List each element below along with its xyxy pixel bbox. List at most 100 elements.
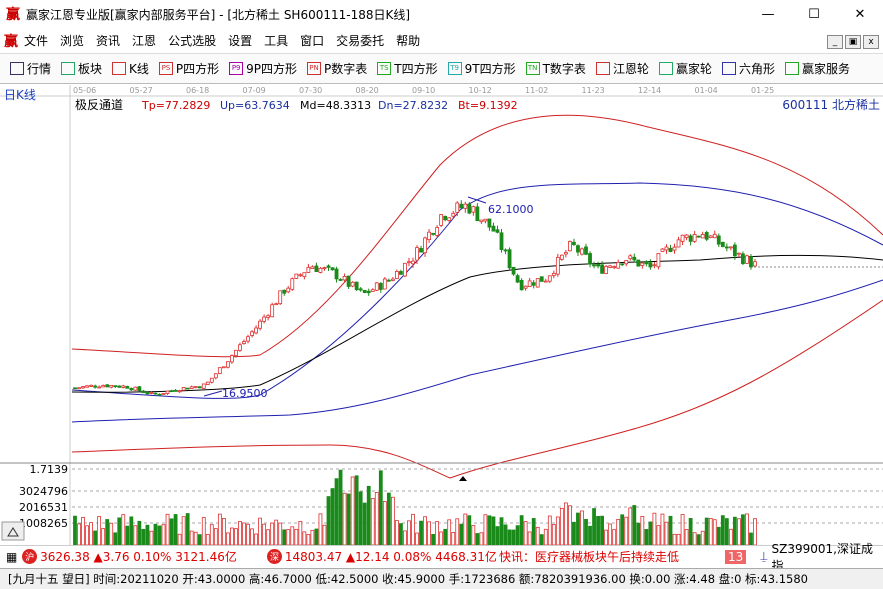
sz-index[interactable]: 14803.47 ▲12.14 0.08% 4468.31亿	[284, 550, 497, 564]
news-ticker[interactable]: 快讯：医疗器械板块午后持续走低	[499, 550, 680, 564]
candle-up	[322, 267, 327, 269]
candle-down	[145, 391, 150, 395]
menu-item-9[interactable]: 帮助	[396, 34, 421, 48]
menu-item-8[interactable]: 交易委托	[336, 34, 385, 48]
candle-down	[495, 229, 500, 233]
toolbar-button-1[interactable]: 板块	[61, 60, 102, 77]
candle-down	[596, 263, 600, 267]
menu-item-2[interactable]: 资讯	[96, 34, 121, 48]
volume-bar	[503, 524, 508, 545]
table-icon[interactable]: ▦	[6, 549, 18, 564]
toolbar-label: 江恩轮	[612, 62, 649, 76]
volume-bar	[527, 531, 532, 545]
menu-item-5[interactable]: 设置	[228, 34, 253, 48]
volume-bar	[656, 525, 661, 545]
toolbar-button-7[interactable]: T9 9T四方形	[447, 60, 516, 77]
candle-down	[475, 206, 480, 222]
volume-bar	[608, 523, 613, 545]
volume-bar	[189, 530, 194, 545]
toolbar-label: K线	[129, 62, 149, 76]
volume-bar	[531, 518, 536, 545]
candle-down	[419, 248, 423, 253]
menu-item-4[interactable]: 公式选股	[168, 34, 217, 48]
candle-up	[435, 227, 440, 236]
volume-bar	[177, 533, 182, 545]
toolbar-label: T数字表	[542, 62, 586, 76]
toolbar-button-9[interactable]: 江恩轮	[595, 60, 649, 77]
candle-up	[350, 281, 355, 287]
volume-bar	[628, 507, 633, 545]
mdi-restore-button[interactable]: ▣	[845, 35, 861, 49]
volume-bar	[459, 523, 464, 545]
candle-up	[604, 266, 609, 274]
toolbar-button-6[interactable]: TS T四方形	[377, 60, 438, 77]
mdi-minimize-button[interactable]: _	[827, 35, 843, 49]
volume-bar	[668, 515, 673, 545]
mdi-close-button[interactable]: x	[863, 35, 879, 49]
toolbar-button-5[interactable]: PN P数字表	[307, 60, 367, 77]
bt-value: Bt=9.1392	[458, 99, 518, 112]
candle-down	[696, 235, 701, 238]
candle-up	[85, 385, 89, 388]
volume-bar	[113, 532, 118, 545]
toolbar-button-0[interactable]: 行情	[10, 60, 51, 77]
volume-bar	[539, 534, 544, 545]
menu-item-6[interactable]: 工具	[264, 34, 289, 48]
menu-item-7[interactable]: 窗口	[300, 34, 325, 48]
candle-down	[354, 281, 359, 291]
toolbar-button-8[interactable]: TN T数字表	[525, 60, 586, 77]
volume-bar	[366, 485, 371, 545]
marker-triangle	[459, 476, 467, 481]
menu-item-3[interactable]: 江恩	[132, 34, 157, 48]
collapse-button[interactable]	[1, 521, 25, 541]
volume-bar	[258, 517, 262, 545]
volume-bar	[286, 529, 291, 545]
close-button[interactable]: ✕	[854, 6, 866, 22]
candle-up	[306, 267, 311, 273]
candle-down	[358, 288, 363, 291]
candle-down	[741, 253, 745, 265]
window-title: 赢家江恩专业版[赢家内部服务平台] - [北方稀土 SH600111-188日K…	[26, 7, 411, 22]
volume-bar	[507, 529, 512, 545]
toolbar-button-2[interactable]: K线	[112, 60, 149, 77]
date-tick: 11-23	[582, 86, 605, 95]
volume-bar	[415, 532, 419, 545]
tp-value: Tp=77.2829	[141, 99, 210, 112]
candle-up	[201, 383, 206, 389]
volume-bar	[334, 478, 339, 545]
candle-down	[539, 276, 544, 282]
volume-bar	[515, 525, 520, 545]
volume-bar	[487, 515, 492, 545]
volume-bar	[680, 513, 685, 545]
sh-index[interactable]: 3626.38 ▲3.76 0.10% 3121.46亿	[40, 550, 237, 564]
kline-chart[interactable]: 日K线 05-06 05-27 06-18 07-09 07-30 08-20 09-10 10…	[0, 85, 883, 545]
date-tick: 05-06	[73, 86, 96, 95]
candle-down	[185, 387, 190, 390]
candle-up	[753, 261, 757, 267]
menu-item-1[interactable]: 浏览	[60, 34, 85, 48]
candle-up	[411, 260, 415, 265]
maximize-button[interactable]: ☐	[808, 6, 820, 22]
candle-up	[535, 278, 540, 288]
volume-bar	[632, 505, 637, 545]
toolbar-button-3[interactable]: PS P四方形	[158, 60, 219, 77]
volume-bar	[403, 530, 407, 545]
candle-down	[157, 393, 162, 396]
candle-up	[230, 355, 234, 363]
toolbar-button-11[interactable]: 六角形	[721, 60, 775, 77]
toolbar-button-12[interactable]: 赢家服务	[784, 60, 850, 77]
candle-down	[443, 215, 448, 221]
candle-up	[89, 384, 93, 387]
candle-down	[129, 388, 134, 391]
volume-bar	[672, 533, 677, 545]
volume-bar	[274, 519, 279, 545]
toolbar-button-10[interactable]: 赢家轮	[658, 60, 712, 77]
volume-bar	[423, 516, 427, 545]
volume-bar	[692, 532, 697, 545]
candle-up	[121, 385, 126, 388]
toolbar-button-4[interactable]: P9 9P四方形	[229, 60, 297, 77]
minimize-button[interactable]: —	[761, 6, 775, 22]
candle-down	[716, 235, 721, 245]
news-count[interactable]: 13	[725, 549, 747, 564]
menu-item-0[interactable]: 文件	[24, 34, 49, 48]
